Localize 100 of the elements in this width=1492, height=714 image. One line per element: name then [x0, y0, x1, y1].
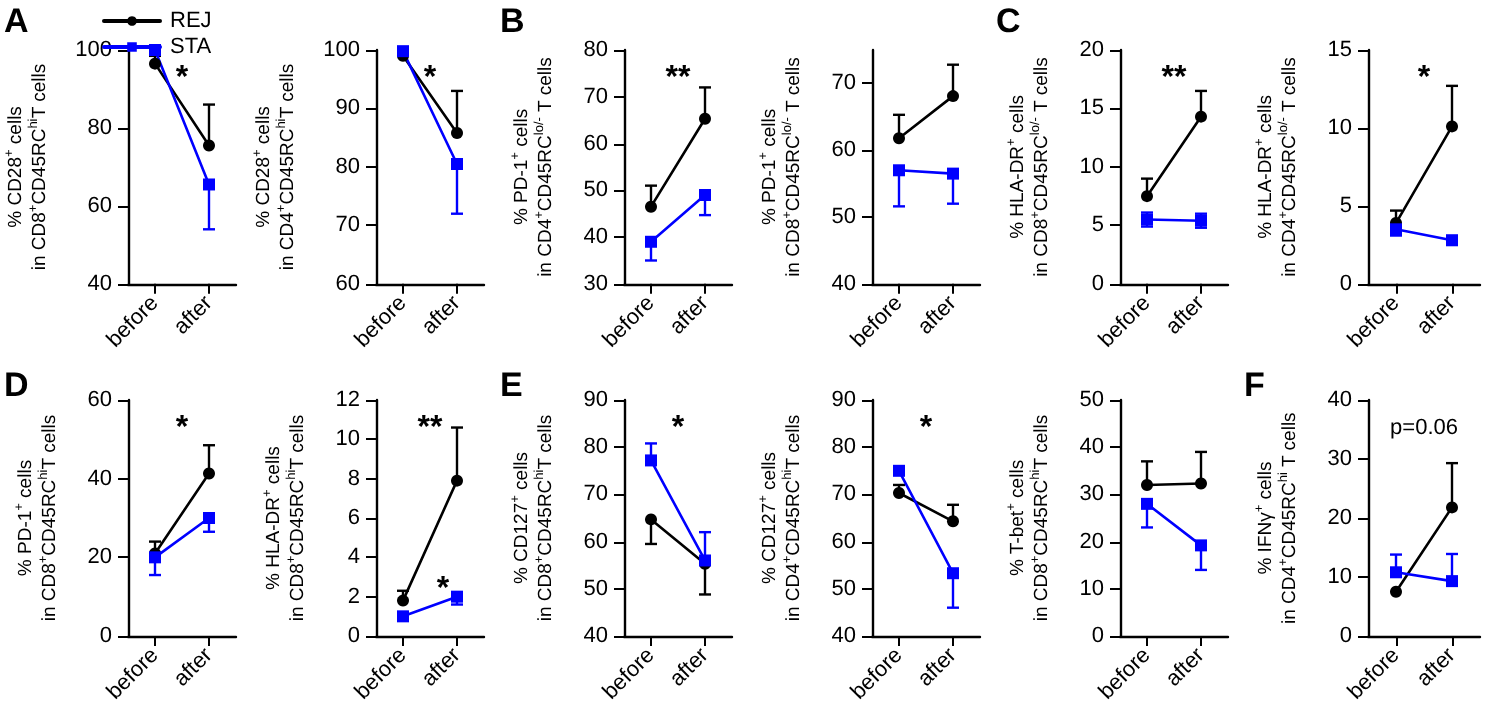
y-tick-label: 80	[583, 435, 608, 460]
point	[947, 515, 959, 528]
y-tick-label: 80	[583, 38, 608, 62]
y-tick-label: 10	[335, 427, 360, 452]
y-tick-label: 60	[87, 193, 112, 218]
y-tick-label: 5	[1339, 193, 1352, 218]
point	[699, 189, 711, 201]
point	[1141, 190, 1153, 203]
y-tick-label: 15	[1327, 38, 1352, 62]
y-tick-label: 30	[1079, 482, 1104, 507]
point	[645, 454, 657, 467]
y-tick-label: 60	[583, 131, 608, 156]
y-tick-label: 20	[1079, 529, 1104, 554]
point	[947, 567, 959, 580]
y-tick-label: 60	[335, 271, 360, 296]
point	[645, 513, 657, 526]
y-tick-label: 50	[831, 576, 856, 601]
point	[203, 467, 215, 480]
point	[1141, 497, 1153, 510]
point	[1390, 223, 1402, 236]
point	[451, 158, 463, 171]
annotation: *	[175, 61, 190, 96]
y-tick-label: 60	[87, 388, 112, 412]
point	[1446, 575, 1458, 588]
y-tick-label: 70	[583, 84, 608, 109]
y-tick-label: 0	[1091, 624, 1104, 648]
point	[645, 235, 657, 248]
point	[699, 112, 711, 125]
y-tick-label: 40	[1079, 435, 1104, 460]
y-tick-label: 90	[335, 96, 360, 121]
point	[203, 178, 215, 191]
point	[451, 127, 463, 140]
y-tick-label: 0	[99, 624, 112, 648]
point	[397, 610, 409, 623]
y-tick-label: 20	[1079, 38, 1104, 62]
point	[203, 512, 215, 524]
point	[1390, 566, 1402, 579]
y-tick-label: 80	[87, 115, 112, 140]
y-tick-label: 40	[87, 271, 112, 296]
y-tick-label: 40	[1327, 388, 1352, 412]
y-tick-label: 0	[1339, 271, 1352, 296]
point	[1390, 585, 1402, 598]
legend-label: REJ	[170, 9, 212, 33]
point	[893, 132, 905, 145]
annotation: **	[417, 411, 444, 446]
y-tick-label: 90	[583, 388, 608, 412]
y-tick-label: 5	[1091, 213, 1104, 238]
y-tick-label: 100	[323, 38, 360, 62]
point	[1195, 110, 1207, 123]
annotation: *	[919, 411, 934, 446]
y-tick-label: 100	[75, 38, 112, 62]
y-tick-label: 50	[831, 205, 856, 230]
y-tick-label: 80	[831, 435, 856, 460]
point	[1446, 120, 1458, 133]
annotation: *	[175, 411, 190, 446]
y-tick-label: 8	[347, 466, 360, 491]
y-tick-label: 15	[1079, 96, 1104, 121]
point	[893, 164, 905, 177]
y-tick-label: 60	[831, 138, 856, 163]
y-tick-label: 4	[347, 545, 360, 570]
y-tick-label: 6	[347, 506, 360, 530]
point	[451, 474, 463, 487]
annotation: *	[1417, 61, 1432, 96]
chart-title: B	[500, 2, 525, 40]
annotation: p=0.06	[1390, 416, 1458, 441]
y-tick-label: 12	[335, 388, 360, 412]
annotation: **	[1161, 61, 1188, 96]
y-tick-label: 90	[831, 388, 856, 412]
y-tick-label: 60	[831, 529, 856, 554]
y-tick-label: 50	[1079, 388, 1104, 412]
y-tick-label: 0	[1091, 271, 1104, 296]
annotation: **	[665, 61, 692, 96]
point	[1195, 477, 1207, 490]
y-tick-label: 20	[87, 545, 112, 570]
point	[947, 90, 959, 103]
point	[203, 139, 215, 152]
y-tick-label: 30	[1327, 447, 1352, 471]
y-tick-label: 0	[347, 624, 360, 648]
point	[1141, 478, 1153, 491]
y-tick-label: 70	[583, 482, 608, 507]
y-tick-label: 80	[335, 154, 360, 179]
y-tick-label: 10	[1079, 154, 1104, 179]
legend-label: STA	[170, 35, 213, 59]
chart-title: D	[4, 366, 29, 404]
y-tick-label: 70	[335, 213, 360, 238]
annotation: *	[423, 61, 438, 96]
y-tick-label: 40	[831, 624, 856, 648]
y-tick-label: 70	[831, 71, 856, 96]
y-tick-label: 50	[583, 178, 608, 203]
y-tick-label: 0	[1339, 624, 1352, 648]
annotation: *	[436, 571, 451, 606]
y-tick-label: 40	[583, 624, 608, 648]
chart-title: F	[1244, 366, 1265, 404]
chart-title: E	[500, 366, 523, 404]
chart-title: A	[4, 2, 29, 40]
point	[1446, 501, 1458, 514]
point	[645, 200, 657, 213]
point	[947, 167, 959, 180]
y-tick-label: 2	[347, 584, 360, 609]
y-tick-label: 40	[831, 271, 856, 296]
